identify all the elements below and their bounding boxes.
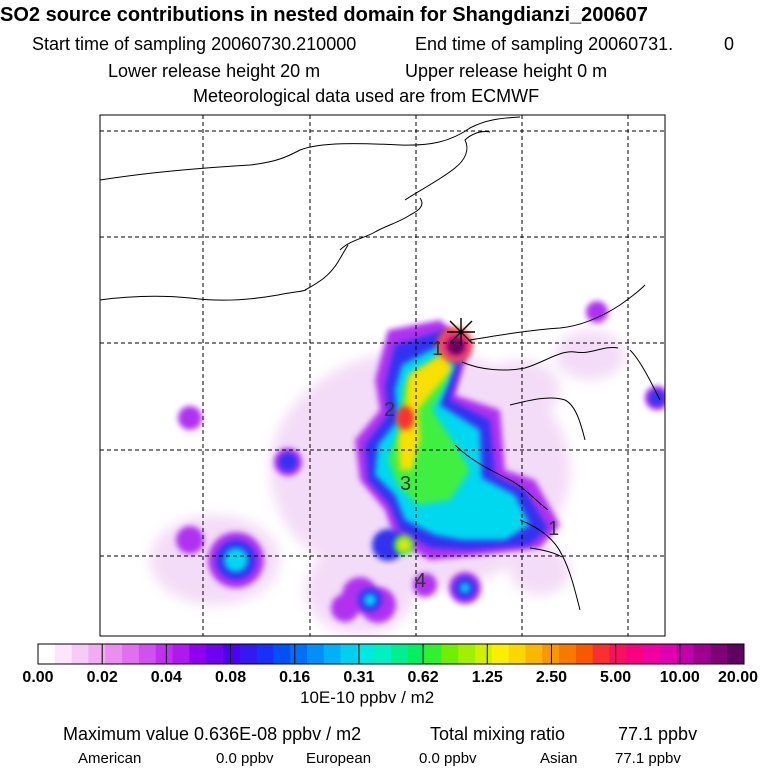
colorbar-swatch: [693, 644, 711, 664]
colorbar-swatch: [475, 644, 493, 664]
region-asian-value: 77.1 ppbv: [615, 750, 681, 767]
colorbar-units: 10E-10 ppbv / m2: [300, 688, 435, 707]
colorbar-swatch: [138, 644, 157, 664]
colorbar-swatch: [407, 644, 426, 664]
colorbar-swatch: [441, 644, 459, 664]
colorbar-tick-label: 0.08: [214, 669, 247, 686]
colorbar-swatch: [525, 644, 543, 664]
colorbar-swatch: [54, 644, 73, 664]
colorbar-swatch: [710, 644, 728, 664]
region-american-label: American: [78, 750, 142, 767]
colorbar-swatch: [273, 644, 291, 664]
colorbar-tick-label: 10.00: [659, 669, 700, 686]
colorbar-swatch: [105, 644, 123, 664]
colorbar-swatch: [626, 644, 644, 664]
colorbar-swatch: [491, 644, 510, 664]
region-american-value: 0.0 ppbv: [216, 750, 274, 767]
colorbar-swatch: [559, 644, 577, 664]
colorbar-swatch: [122, 644, 140, 664]
colorbar-swatch: [391, 644, 409, 664]
colorbar-swatch: [340, 644, 358, 664]
colorbar-frame: [37, 643, 745, 665]
colorbar-swatch: [172, 644, 190, 664]
end-time-label: End time of sampling 20060731.: [415, 34, 674, 54]
colorbar-tick-label: 5.00: [600, 669, 632, 686]
colorbar: [37, 643, 745, 665]
colorbar-swatch: [222, 644, 241, 664]
colorbar-swatch: [239, 644, 258, 664]
colorbar-swatch: [189, 644, 207, 664]
colorbar-tick-label: 20.00: [717, 669, 759, 686]
colorbar-swatch: [424, 644, 442, 664]
colorbar-tick-label: 2.50: [535, 669, 568, 686]
colorbar-swatch: [71, 644, 89, 664]
map-title: SO2 source contributions in nested domai…: [0, 4, 648, 26]
colorbar-tick-label: 0.04: [150, 669, 182, 686]
start-time-label: Start time of sampling 20060730.210000: [32, 34, 357, 54]
colorbar-tick-label: 1.25: [471, 669, 503, 686]
contour-label: 3: [400, 473, 411, 495]
end-time-hour: 0: [724, 34, 735, 54]
contour-label: 1: [432, 338, 443, 360]
region-european-value: 0.0 ppbv: [419, 750, 477, 767]
colorbar-swatch: [609, 644, 627, 664]
region-asian-label: Asian: [540, 750, 578, 767]
lower-release-height: Lower release height 20 m: [108, 61, 321, 81]
colorbar-swatch: [508, 644, 526, 664]
colorbar-swatch: [727, 644, 745, 664]
lat-lon-grid: [100, 115, 665, 636]
cross-icon: [447, 318, 475, 346]
colorbar-swatch: [357, 644, 375, 664]
colorbar-swatch: [323, 644, 342, 664]
colorbar-swatch: [374, 644, 392, 664]
colorbar-swatch: [38, 644, 56, 664]
meteorology-source: Meteorological data used are from ECMWF: [193, 86, 540, 106]
colorbar-tick-label: 0.16: [279, 669, 311, 686]
colorbar-swatch: [458, 644, 476, 664]
contour-label: 4: [415, 570, 426, 592]
colorbar-swatch: [659, 644, 678, 664]
maximum-value: Maximum value 0.636E-08 ppbv / m2: [63, 724, 362, 744]
colorbar-swatch: [206, 644, 224, 664]
colorbar-swatch: [676, 644, 695, 664]
total-mixing-ratio-label: Total mixing ratio: [430, 724, 566, 744]
colorbar-swatch: [290, 644, 308, 664]
colorbar-swatch: [643, 644, 661, 664]
colorbar-swatch: [155, 644, 173, 664]
colorbar-tick-label: 0.31: [343, 669, 375, 686]
colorbar-swatch: [542, 644, 560, 664]
colorbar-tick-label: 0.62: [407, 669, 439, 686]
total-mixing-ratio-value: 77.1 ppbv: [618, 724, 698, 744]
region-european-label: European: [306, 750, 372, 767]
colorbar-swatch: [256, 644, 274, 664]
contour-label: 2: [384, 399, 395, 421]
map-frame: [99, 114, 666, 637]
contour-label: 1: [548, 518, 559, 540]
upper-release-height: Upper release height 0 m: [405, 61, 608, 81]
colorbar-tick-label: 0.00: [22, 669, 54, 686]
colorbar-swatch: [575, 644, 594, 664]
colorbar-tick-label: 0.02: [86, 669, 118, 686]
coastline-layer: [100, 116, 661, 611]
colorbar-swatch: [306, 644, 325, 664]
colorbar-swatch: [592, 644, 611, 664]
colorbar-swatch: [88, 644, 106, 664]
plume-layer: [150, 301, 665, 635]
